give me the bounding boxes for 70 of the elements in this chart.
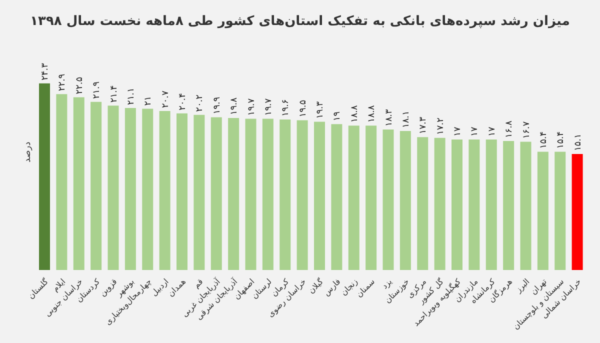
data-label: ۱۹ [332,111,343,122]
bar [56,94,68,270]
bar [452,139,462,270]
bar [245,118,256,270]
data-label: ۱۵.۱ [573,134,584,152]
data-label: ۲۲.۹ [58,74,68,92]
bar [228,118,240,270]
x-tick-label: ایلام [50,277,68,294]
bar [314,122,325,270]
x-tick-label: اردبیل [150,277,170,298]
bar [159,111,170,270]
data-label: ۱۷ [487,126,498,136]
data-label: ۲۰.۲ [195,94,206,112]
data-label: ۱۹.۸ [230,97,240,115]
bar [554,152,566,270]
bar [537,152,548,270]
bar [210,117,222,270]
data-label: ۱۷ [453,126,463,136]
bar [176,113,188,270]
data-label: ۱۹.۷ [246,98,257,116]
bar [39,83,50,270]
data-label: ۲۱.۴ [109,85,120,103]
data-label: ۱۹.۶ [281,98,292,116]
data-label: ۱۵.۴ [538,131,549,149]
data-label: ۲۱.۹ [92,81,102,99]
data-label: ۱۷.۲ [436,117,446,135]
data-label: ۱۹.۳ [316,101,326,119]
chart-title: میزان رشد سپرده‌های بانکی به تفکیک استان‌های کشور طی ۸ماهه نخست سال ۱۳۹۸ [29,14,571,29]
bar [382,129,394,270]
bar [124,108,136,270]
bar [572,154,583,270]
data-label: ۱۸.۸ [367,105,378,123]
data-label: ۱۹.۹ [212,96,222,114]
bar [73,97,84,270]
bar [400,131,411,270]
bar [331,124,342,270]
bar [434,138,446,270]
data-label: ۱۵.۴ [556,131,566,149]
bar [366,126,377,270]
bar [280,120,291,270]
data-label: ۱۶.۸ [504,120,515,138]
data-label: ۱۸.۸ [350,105,360,123]
data-label: ۲۰.۷ [160,90,171,108]
bar [417,137,428,270]
x-tick-label: گلستان [26,276,50,301]
data-label: ۱۹.۵ [298,100,308,118]
bar [468,139,480,270]
data-label: ۲۴.۳ [40,62,50,80]
bar [194,114,205,270]
bar [142,108,154,270]
y-axis-title: درصد [23,142,34,162]
data-label: ۱۶.۷ [522,121,532,139]
bar [108,106,119,270]
data-label: ۱۸.۱ [401,110,412,128]
data-label: ۲۱ [144,96,154,106]
data-label: ۲۰.۴ [178,92,188,110]
data-label: ۲۱.۱ [126,88,136,105]
bar [486,139,497,270]
bar [296,120,308,270]
bar [503,141,514,270]
bar [348,126,360,270]
data-label: ۱۷ [470,126,480,136]
x-tick-label: البرز [513,277,532,295]
data-label: ۱۹.۷ [264,98,274,116]
bar [90,102,102,270]
data-label: ۱۸.۳ [384,108,394,126]
data-label: ۱۷.۳ [418,116,429,134]
bar [262,118,274,270]
data-label: ۲۲.۵ [74,76,85,94]
bar [520,142,532,270]
